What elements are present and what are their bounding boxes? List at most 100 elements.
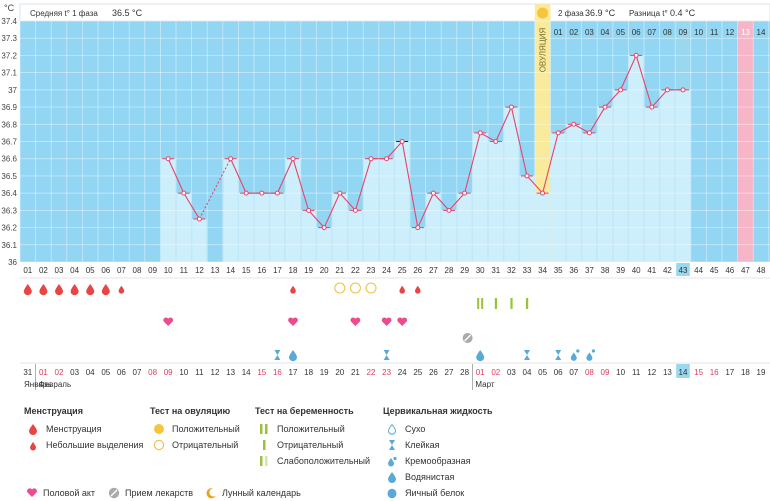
y-tick-label: 37.2 (1, 51, 17, 60)
cycle-day-label: 35 (554, 266, 563, 275)
y-tick-label: 36.5 (1, 172, 17, 181)
cycle-day-label: 31 (491, 266, 500, 275)
cycle-day-label: 01 (23, 266, 32, 275)
phase1-label: Средняя t° 1 фаза (30, 9, 98, 18)
temperature-line (308, 209, 325, 228)
cycle-day-label: 09 (148, 266, 157, 275)
cycle-day-label: 02 (39, 266, 48, 275)
cycle-day-label: 32 (507, 266, 516, 275)
cycle-day-label: 03 (55, 266, 64, 275)
y-tick-label: 36.9 (1, 103, 17, 112)
temperature-bar (348, 210, 363, 262)
cycle-day-label: 39 (616, 266, 625, 275)
light-bleeding-drop-icon (415, 285, 421, 294)
small-drop-icon (30, 442, 36, 451)
phase1-value: 36.5 °C (112, 8, 143, 18)
sticky-icon (274, 350, 281, 360)
cycle-day-label: 40 (632, 266, 641, 275)
y-tick-label: 36.7 (1, 138, 17, 147)
heart-icon (397, 317, 408, 326)
temperature-bar (441, 210, 457, 262)
calendar-date-label: 05 (538, 368, 547, 377)
temperature-point (540, 190, 546, 196)
creamy-drop-icon (388, 456, 397, 467)
sticky-icon (524, 350, 530, 360)
temperature-point (633, 52, 639, 58)
calendar-date-label: 21 (351, 368, 360, 377)
temperature-line (323, 192, 341, 228)
pill-icon (108, 487, 120, 499)
calendar-date-label: 17 (725, 368, 734, 377)
sun-icon (154, 424, 164, 434)
temperature-bar (582, 132, 597, 262)
y-tick-label: 37.4 (1, 17, 17, 26)
cycle-day-label: 05 (86, 266, 95, 275)
calendar-date-label: 06 (117, 368, 126, 377)
calendar-date-label: 12 (211, 368, 220, 377)
legend-light-bleeding-item: Небольшие выделения (46, 440, 144, 450)
top-date-label: 04 (601, 28, 610, 37)
temperature-point (399, 139, 405, 144)
cycle-day-label: 06 (101, 266, 110, 275)
creamy-drop-icon (586, 352, 593, 361)
temperature-bar (519, 175, 535, 262)
cycle-day-label: 33 (523, 266, 532, 275)
calendar-date-label: 14 (242, 368, 251, 377)
moon-icon (206, 488, 216, 499)
temperature-line (183, 192, 200, 220)
legend-medication: Прием лекарств (108, 487, 193, 499)
calendar-date-label: 01 (39, 368, 48, 377)
y-tick-label: 36.1 (1, 241, 17, 250)
y-tick-label: 37.1 (1, 69, 17, 78)
calendar-date-label: 10 (616, 368, 625, 377)
calendar-date-label: 07 (133, 368, 142, 377)
light-bleeding-drop-icon (118, 285, 125, 294)
calendar-date-label: 26 (429, 368, 438, 377)
temperature-line (542, 132, 559, 194)
calendar-date-label: 01 (476, 368, 485, 377)
menstruation-drop-icon (39, 284, 48, 296)
temperature-point (228, 156, 234, 162)
temperature-point (306, 207, 312, 213)
cycle-day-label: 07 (117, 266, 126, 275)
calendar-date-label: 31 (23, 368, 32, 377)
cycle-day-label: 10 (164, 266, 173, 275)
temperature-point (290, 156, 296, 162)
temperature-line (167, 158, 185, 194)
temperature-point (274, 190, 280, 196)
ovulation-negative-icon (334, 282, 346, 294)
calendar-date-label: 19 (320, 368, 329, 377)
pregnancy-positive-icon (477, 298, 480, 309)
y-tick-label: 36 (8, 258, 17, 267)
sticky-icon (383, 350, 390, 360)
temperature-line (588, 106, 606, 134)
top-date-label: 06 (632, 28, 641, 37)
cycle-day-label: 17 (273, 266, 282, 275)
temperature-line (401, 141, 419, 228)
calendar-date-label: 11 (632, 368, 641, 377)
light-bleeding-drop-icon (290, 285, 296, 294)
top-date-label: 01 (554, 28, 563, 37)
temperature-bar (504, 107, 519, 262)
cycle-day-label: 42 (663, 266, 672, 275)
temperature-point (680, 87, 686, 93)
calendar-day-highlight (676, 364, 690, 378)
cycle-day-label: 25 (398, 266, 407, 275)
temperature-point (524, 173, 530, 179)
top-date-label: 02 (569, 28, 578, 37)
cycle-day-label: 23 (367, 266, 376, 275)
temperature-bar (644, 107, 660, 262)
temperature-bar (488, 141, 504, 262)
top-date-label: 03 (585, 28, 594, 37)
cycle-day-label: 22 (351, 266, 360, 275)
top-date-label: 09 (679, 28, 688, 37)
y-tick-label: 36.3 (1, 206, 17, 215)
calendar-date-label: 23 (382, 368, 391, 377)
legend-menstruation-item: Менструация (46, 424, 102, 434)
temperature-point (196, 216, 202, 222)
calendar-date-label: 16 (710, 368, 719, 377)
temperature-point (664, 87, 670, 93)
creamy-dot-icon (591, 349, 596, 353)
heart-icon (288, 317, 298, 326)
calendar-date-label: 12 (647, 368, 656, 377)
